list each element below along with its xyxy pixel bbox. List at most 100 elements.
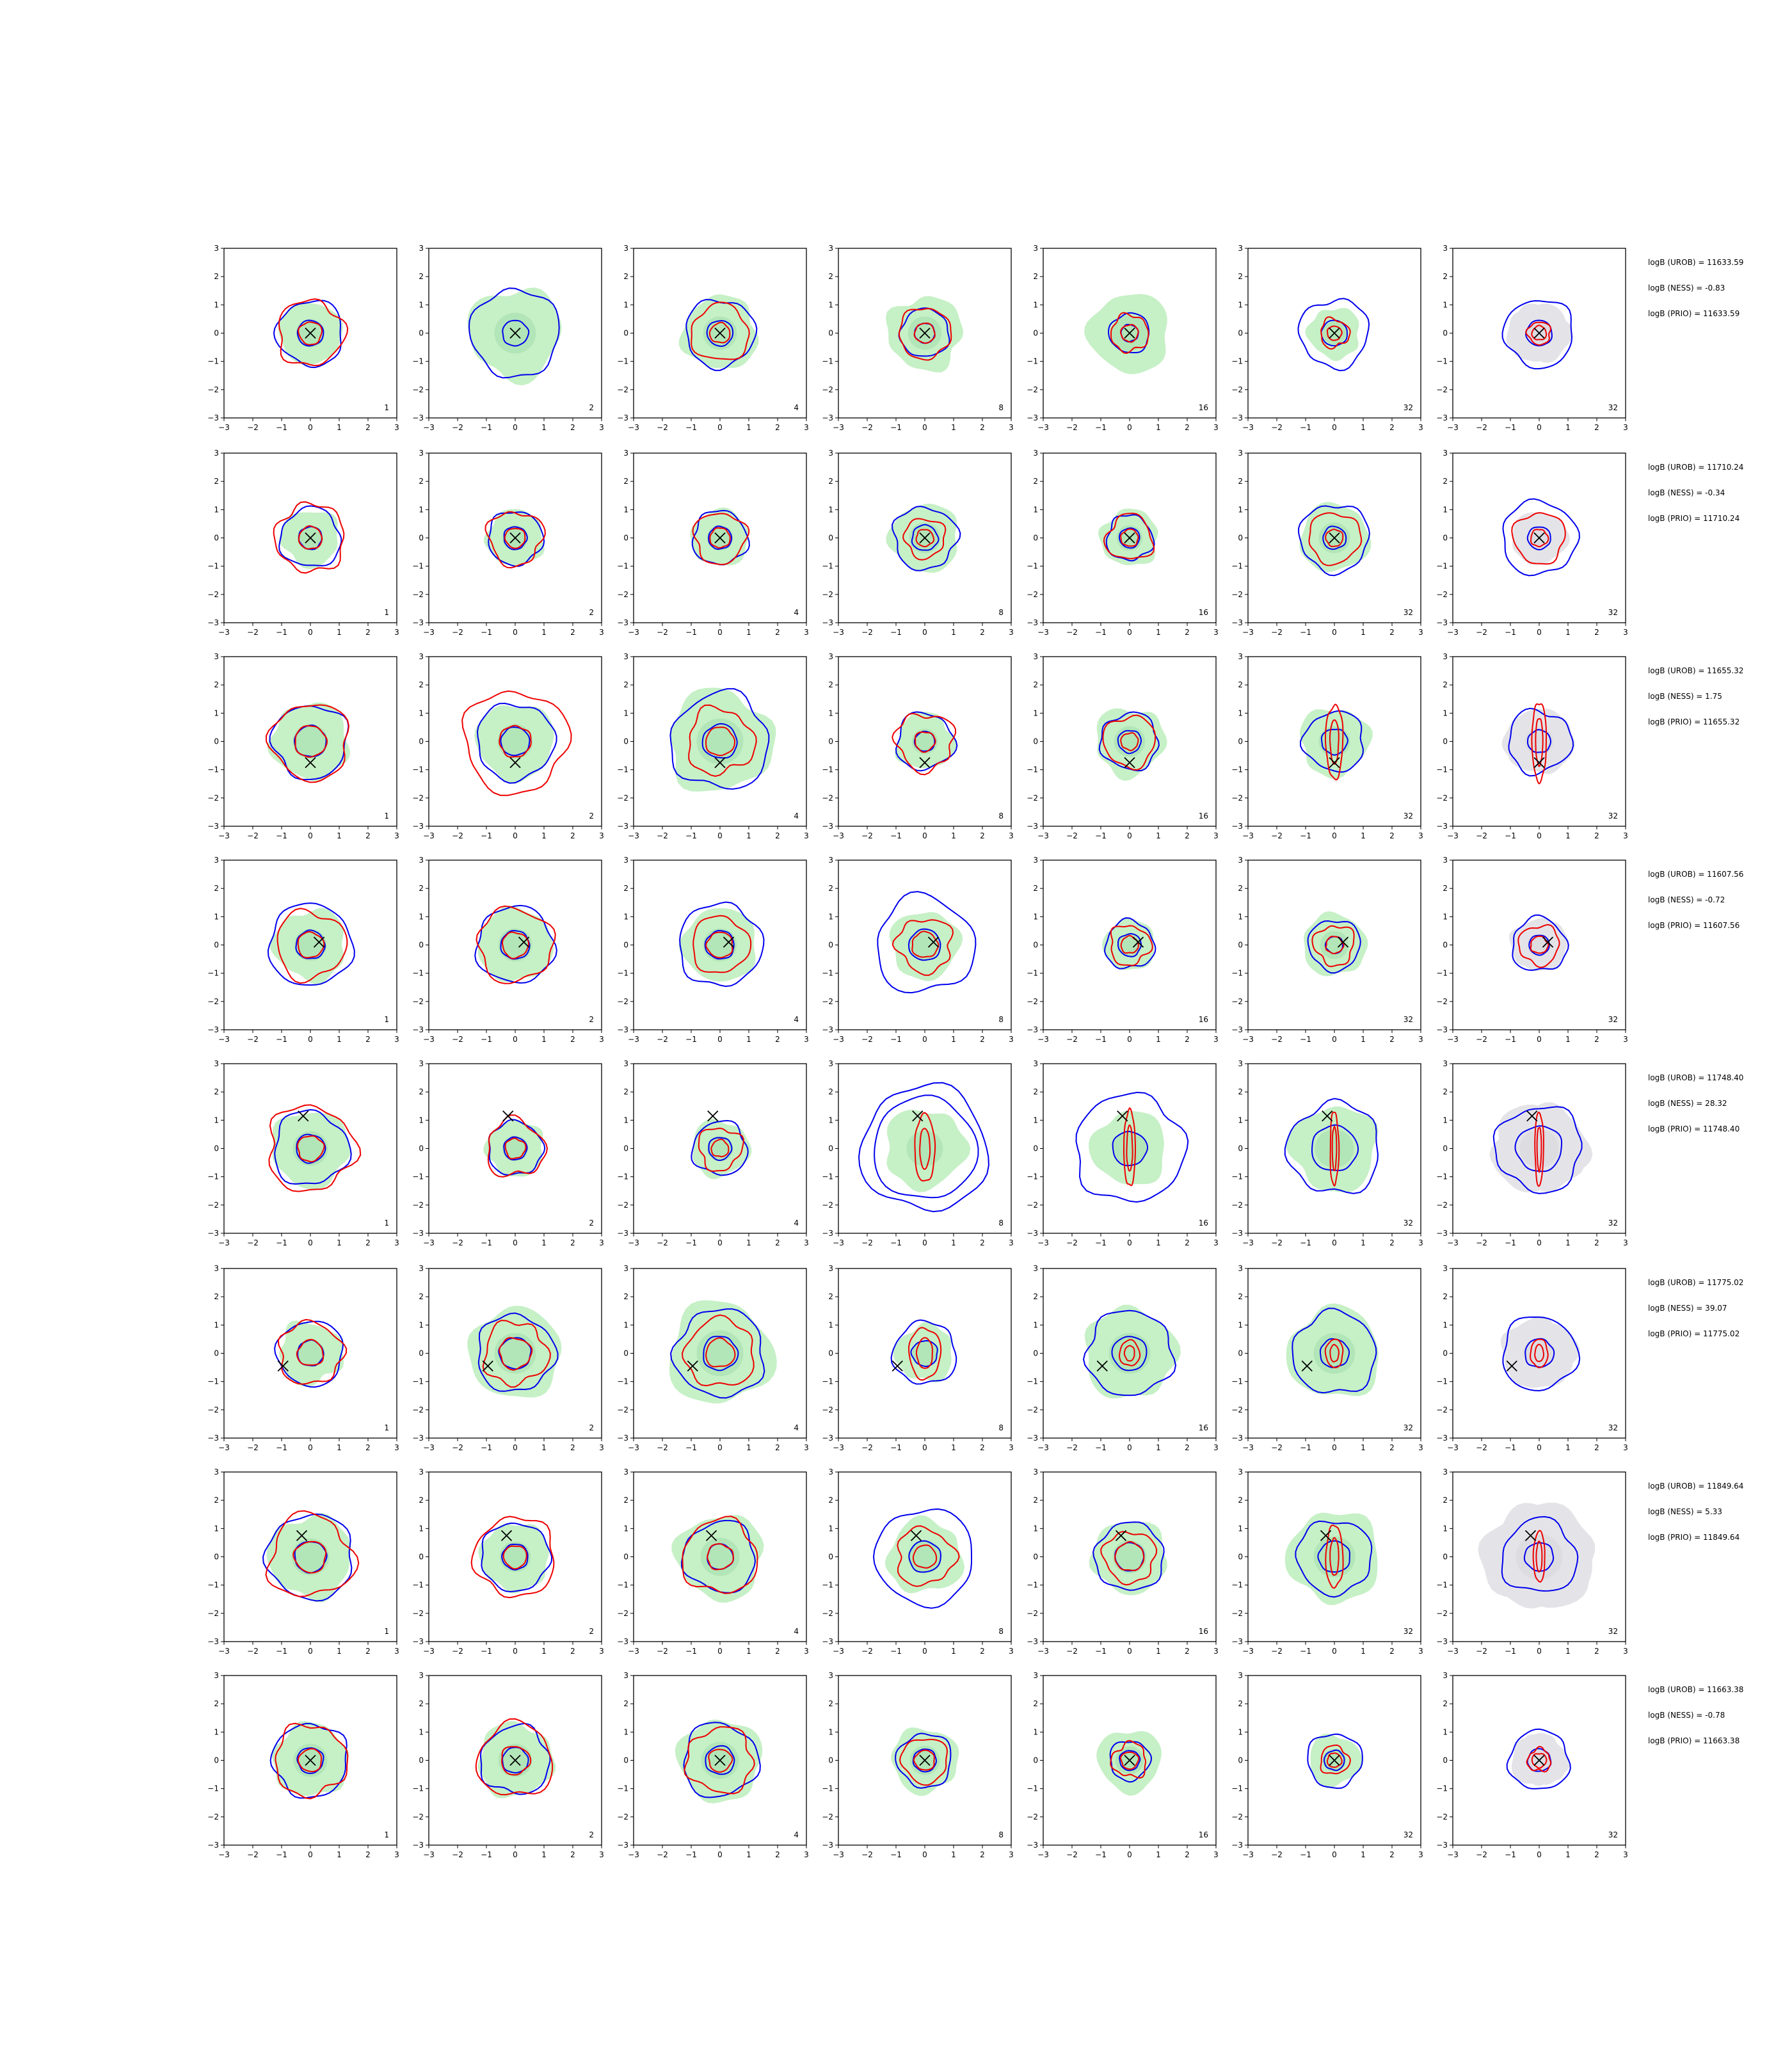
panel-column-label: 4: [794, 1219, 799, 1228]
x-tick-label: −1: [890, 1443, 902, 1452]
x-tick-label: −2: [452, 1443, 463, 1452]
true-value-marker: [1096, 1360, 1108, 1372]
x-tick-label: −2: [1476, 1850, 1487, 1859]
x-tick-label: 1: [951, 1647, 956, 1656]
density-core: [1108, 1332, 1151, 1374]
x-tick-label: 0: [717, 1238, 723, 1247]
x-tick-label: −3: [1037, 1850, 1049, 1859]
x-tick-label: 0: [1332, 1850, 1337, 1859]
density-core: [497, 724, 533, 759]
red-contour-inner: [1120, 732, 1139, 751]
y-tick-label: 1: [1033, 708, 1038, 717]
logB-annotation: logB (NESS) = 28.32: [1648, 1099, 1727, 1108]
x-tick-label: −2: [1066, 1443, 1078, 1452]
y-tick-label: −1: [1436, 1377, 1448, 1386]
x-tick-label: −3: [1037, 831, 1049, 840]
y-tick-label: 2: [623, 1496, 628, 1505]
y-tick-label: 0: [214, 329, 219, 338]
x-tick-label: 1: [1565, 628, 1571, 637]
x-tick-label: 1: [337, 423, 342, 432]
x-tick-label: −1: [481, 1035, 492, 1044]
y-tick-label: 2: [623, 1699, 628, 1708]
x-tick-label: −3: [628, 1238, 639, 1247]
panel-column-label: 8: [998, 1015, 1004, 1024]
red-contour-inner: [501, 1746, 532, 1776]
x-tick-label: 1: [1156, 423, 1161, 432]
x-tick-label: −2: [1066, 1035, 1078, 1044]
blue-contour-outer: [1108, 312, 1150, 354]
y-tick-label: −1: [1027, 357, 1038, 366]
panel-r2-c4: −3 −2 −1 0 1 2 3 −3 −2 −1 0 1 2 3 8: [822, 449, 1014, 637]
y-tick-label: 2: [828, 477, 833, 486]
y-tick-label: 3: [214, 1671, 219, 1680]
x-tick-label: 3: [394, 628, 399, 637]
x-tick-label: −2: [247, 831, 259, 840]
y-tick-label: −2: [617, 794, 628, 803]
x-tick-label: 2: [365, 1238, 371, 1247]
x-tick-label: 2: [570, 1035, 575, 1044]
panel-column-label: 4: [794, 1423, 799, 1432]
panel-r8-c7: −3 −2 −1 0 1 2 3 −3 −2 −1 0 1 2 3 32: [1436, 1671, 1628, 1859]
panel-column-label: 16: [1199, 608, 1208, 617]
y-tick-label: −1: [412, 1172, 424, 1181]
x-tick-label: −3: [1447, 1238, 1459, 1247]
x-tick-label: 1: [1565, 1850, 1571, 1859]
x-tick-label: 2: [1185, 1035, 1190, 1044]
y-tick-label: −1: [617, 765, 628, 774]
x-tick-label: −1: [685, 831, 697, 840]
x-tick-label: 1: [1156, 1035, 1161, 1044]
true-value-marker: [305, 756, 316, 769]
x-tick-label: −2: [247, 423, 259, 432]
x-tick-label: 0: [717, 1443, 723, 1452]
true-value-marker: [305, 1754, 316, 1766]
x-tick-label: 0: [513, 423, 518, 432]
y-tick-label: 1: [419, 912, 424, 921]
y-tick-label: −2: [1436, 1812, 1448, 1821]
x-tick-label: 1: [1361, 423, 1366, 432]
x-tick-label: 3: [394, 423, 399, 432]
y-tick-label: 3: [1443, 244, 1448, 253]
true-value-marker: [927, 936, 940, 948]
panel-column-label: 8: [998, 1830, 1004, 1839]
y-tick-label: 2: [828, 1496, 833, 1505]
y-tick-label: −2: [617, 1405, 628, 1414]
panel-r2-c1: −3 −2 −1 0 1 2 3 −3 −2 −1 0 1 2 3 1: [207, 449, 399, 637]
logB-annotation: logB (PRIO) = 11710.24: [1648, 514, 1740, 523]
true-value-marker: [714, 532, 726, 544]
x-tick-label: 3: [804, 1238, 809, 1247]
y-tick-label: 2: [623, 884, 628, 893]
y-tick-label: −3: [412, 413, 424, 422]
y-tick-label: −1: [617, 357, 628, 366]
true-value-marker: [1124, 1754, 1135, 1766]
x-tick-label: 3: [1213, 628, 1219, 637]
true-value-marker: [1320, 1530, 1332, 1542]
panel-column-label: 32: [1404, 1830, 1413, 1839]
true-value-marker: [482, 1360, 493, 1372]
logB-annotation: logB (PRIO) = 11663.38: [1648, 1736, 1740, 1745]
logB-annotation: logB (UROB) = 11607.56: [1648, 870, 1743, 879]
y-tick-label: −2: [1231, 1405, 1243, 1414]
panel-r4-c4: −3 −2 −1 0 1 2 3 −3 −2 −1 0 1 2 3 8: [822, 856, 1014, 1044]
panel-r1-c4: −3 −2 −1 0 1 2 3 −3 −2 −1 0 1 2 3 8: [822, 244, 1014, 432]
x-tick-label: −2: [1271, 1035, 1283, 1044]
red-contour-inner: [912, 1544, 938, 1569]
y-tick-label: −3: [412, 1229, 424, 1238]
panel-column-label: 4: [794, 1627, 799, 1636]
x-tick-label: −1: [1095, 1238, 1107, 1247]
y-tick-label: −3: [822, 618, 833, 627]
panel-r5-c7: −3 −2 −1 0 1 2 3 −3 −2 −1 0 1 2 3 32: [1436, 1059, 1628, 1247]
x-tick-label: 1: [1361, 1238, 1366, 1247]
red-contour-outer: [681, 1314, 755, 1387]
density-core: [1315, 1129, 1354, 1168]
blue-contour-inner: [502, 319, 530, 347]
x-tick-label: 0: [1127, 1443, 1132, 1452]
x-tick-label: −3: [423, 1443, 435, 1452]
true-value-marker: [1124, 532, 1135, 544]
x-tick-label: −3: [1242, 1035, 1254, 1044]
x-tick-label: 2: [365, 1850, 371, 1859]
y-tick-label: 0: [419, 941, 424, 950]
x-tick-label: −3: [833, 628, 844, 637]
x-tick-label: 2: [980, 628, 985, 637]
blue-contour-outer: [858, 1082, 989, 1213]
logB-annotation: logB (NESS) = 39.07: [1648, 1304, 1727, 1313]
